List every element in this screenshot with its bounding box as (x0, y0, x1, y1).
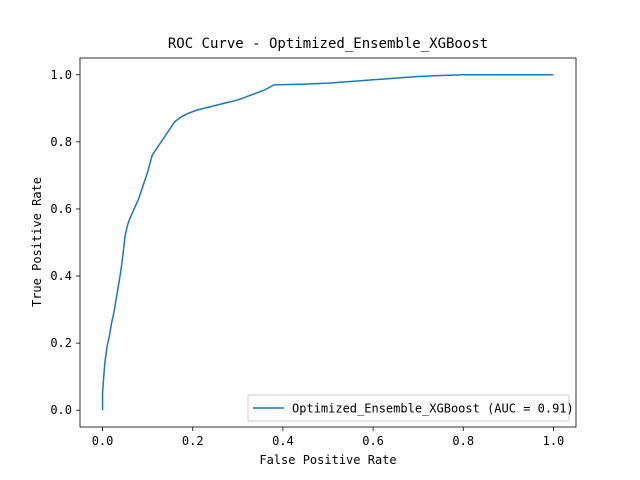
y-tick-label: 0.6 (50, 202, 72, 216)
plot-area (79, 57, 577, 428)
x-tick-label: 0.0 (92, 434, 114, 448)
y-tick-label: 1.0 (50, 68, 72, 82)
legend: Optimized_Ensemble_XGBoost (AUC = 0.91) (247, 394, 574, 422)
y-tick-label: 0.2 (50, 336, 72, 350)
x-tick-label: 1.0 (543, 434, 565, 448)
y-axis-ticks: 0.0 0.2 0.4 0.6 0.8 1.0 (50, 68, 80, 417)
axes-frame (79, 57, 577, 428)
x-axis-label: False Positive Rate (259, 453, 396, 467)
legend-box (247, 394, 570, 422)
x-tick-label: 0.6 (362, 434, 384, 448)
y-tick-label: 0.4 (50, 269, 72, 283)
y-tick-label: 0.8 (50, 135, 72, 149)
x-tick-label: 0.2 (182, 434, 204, 448)
x-tick-label: 0.8 (452, 434, 474, 448)
plot-background (80, 58, 576, 427)
roc-curve-line (101, 74, 554, 411)
legend-entry-label: Optimized_Ensemble_XGBoost (AUC = 0.91) (292, 402, 574, 416)
y-axis-label: True Positive Rate (30, 177, 44, 307)
x-tick-label: 0.4 (272, 434, 294, 448)
chart-title: ROC Curve - Optimized_Ensemble_XGBoost (168, 36, 488, 52)
y-tick-label: 0.0 (50, 403, 72, 417)
x-axis-ticks: 0.0 0.2 0.4 0.6 0.8 1.0 (92, 427, 565, 448)
